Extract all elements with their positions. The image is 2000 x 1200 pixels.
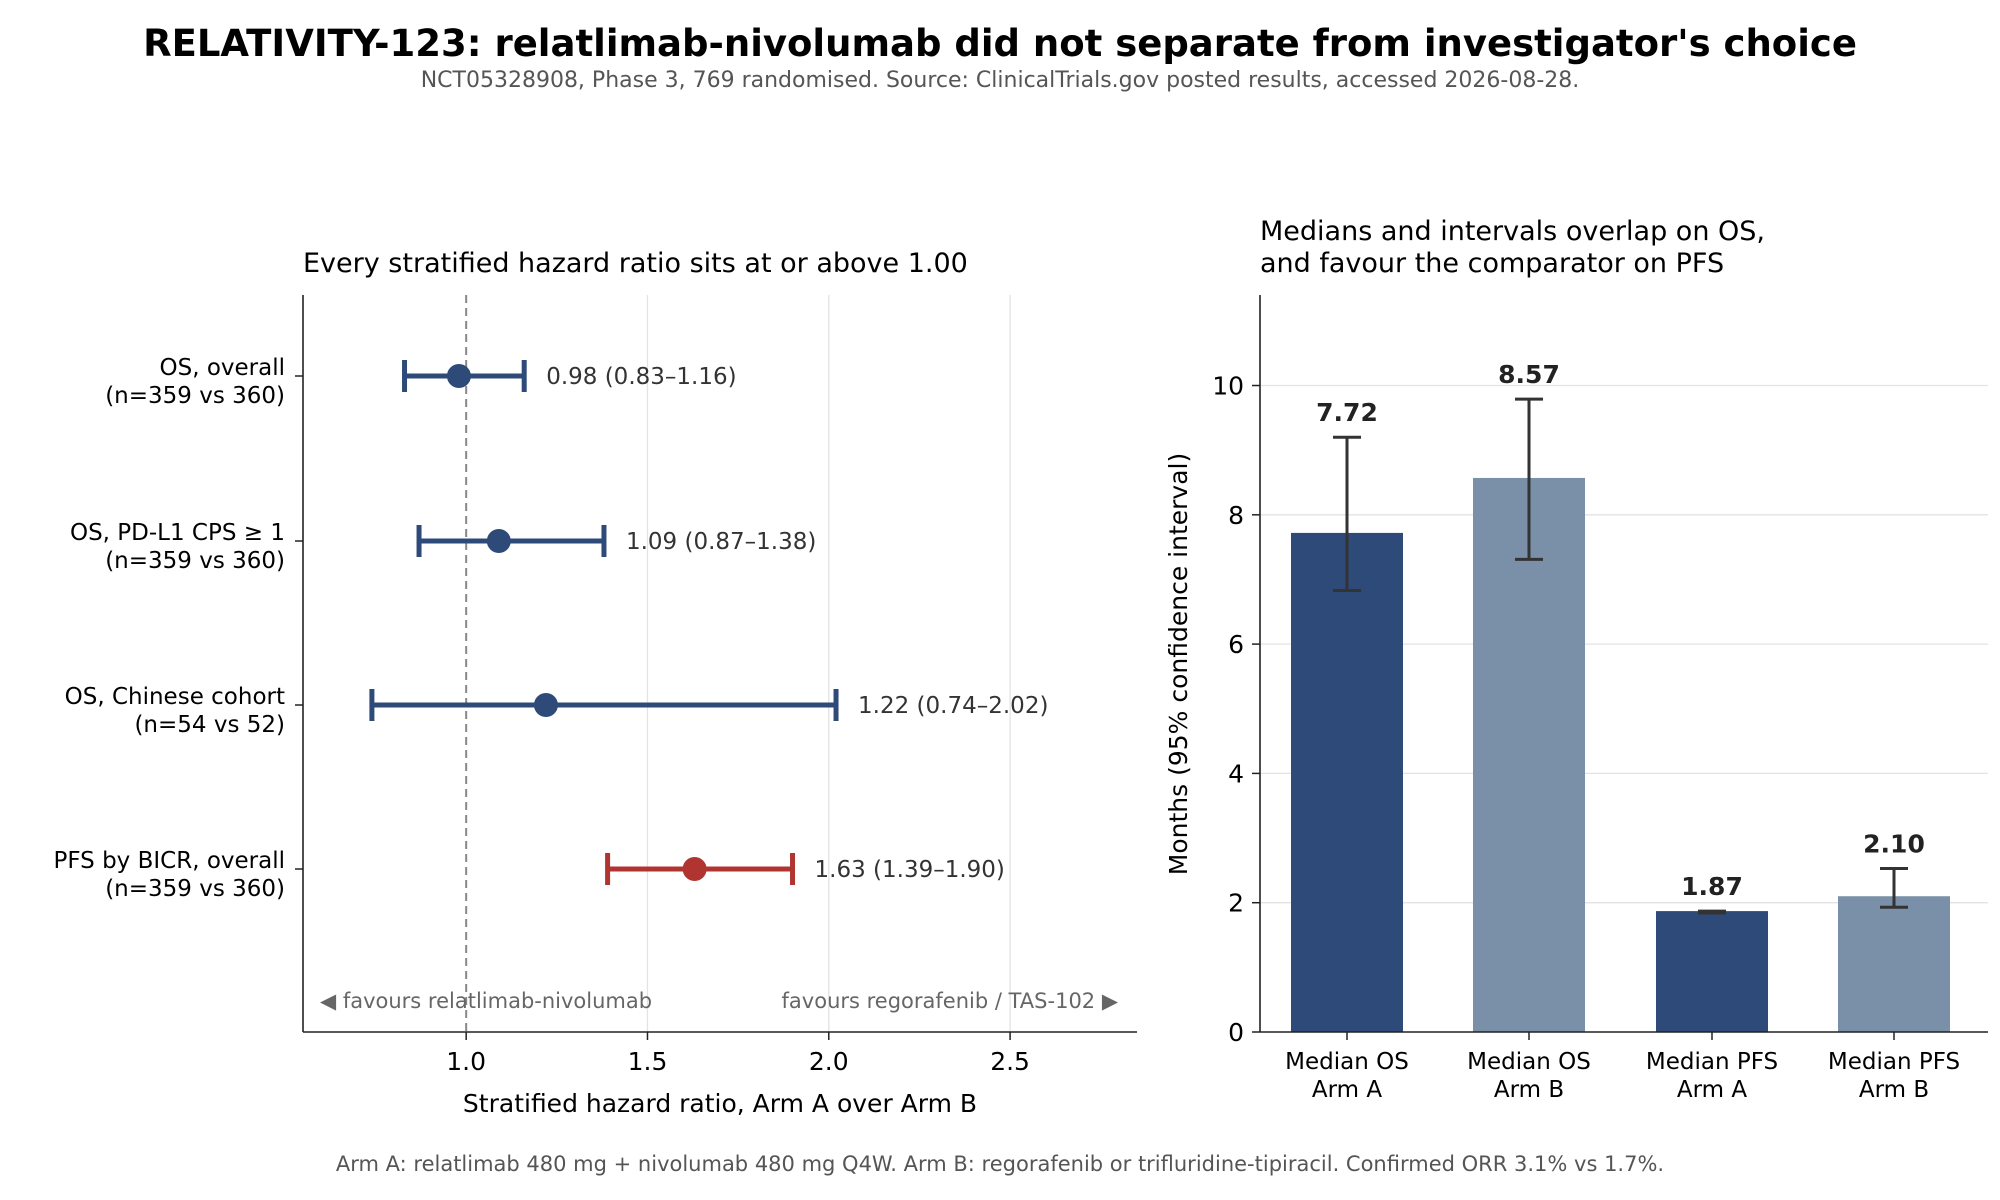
forest-row-label-line-2: (n=359 vs 360) bbox=[105, 876, 285, 902]
bar-category-label-line-2: Arm A bbox=[1312, 1077, 1383, 1103]
bar-series: 7.72 8.57 1.87 2.10 bbox=[1291, 360, 1950, 1032]
bar-value-label: 2.10 bbox=[1863, 829, 1925, 858]
forest-row-label-line-1: OS, overall bbox=[160, 355, 286, 381]
bar-y-axis-label: Months (95% confidence interval) bbox=[1164, 453, 1193, 875]
forest-point-marker bbox=[533, 693, 558, 717]
favours-right-annotation: favours regorafenib / TAS-102 ▶ bbox=[782, 989, 1119, 1013]
forest-row: 1.09 (0.87–1.38) OS, PD-L1 CPS ≥ 1(n=359 … bbox=[70, 520, 816, 574]
bar-category-label-line-2: Arm A bbox=[1677, 1077, 1748, 1103]
bar-category-label-line-1: Median OS bbox=[1285, 1049, 1409, 1075]
forest-x-tick-label: 2.5 bbox=[990, 1047, 1030, 1076]
bar-category-label-line-2: Arm B bbox=[1859, 1077, 1929, 1103]
bar-rect bbox=[1473, 477, 1585, 1032]
bar-title-line-1: Medians and intervals overlap on OS, bbox=[1260, 216, 1765, 247]
forest-gridlines bbox=[646, 295, 1011, 1032]
bar-category-label-line-1: Median OS bbox=[1467, 1049, 1591, 1075]
bar-y-tick-label: 4 bbox=[1228, 759, 1244, 788]
bar-group: 2.10 bbox=[1838, 829, 1950, 1032]
forest-hr-annotation: 1.22 (0.74–2.02) bbox=[858, 693, 1048, 719]
bar-group: 7.72 bbox=[1291, 398, 1403, 1032]
bar-category-label-line-1: Median PFS bbox=[1828, 1049, 1960, 1075]
bar-y-tick-label: 8 bbox=[1228, 501, 1244, 530]
forest-point-marker bbox=[486, 529, 511, 553]
bar-rect bbox=[1291, 532, 1403, 1032]
forest-row-label-line-1: PFS by BICR, overall bbox=[53, 848, 285, 874]
bar-y-tick-label: 2 bbox=[1228, 889, 1244, 918]
page-footer-note: Arm A: relatlimab 480 mg + nivolumab 480… bbox=[335, 1152, 1665, 1176]
forest-title: Every stratified hazard ratio sits at or… bbox=[303, 248, 968, 279]
page-title: RELATIVITY-123: relatlimab-nivolumab did… bbox=[143, 22, 1857, 65]
bar-category-label-line-1: Median PFS bbox=[1646, 1049, 1778, 1075]
forest-point-marker bbox=[682, 857, 707, 881]
bar-group: 8.57 bbox=[1473, 360, 1585, 1032]
forest-x-axis-label: Stratified hazard ratio, Arm A over Arm … bbox=[463, 1089, 977, 1118]
forest-hr-annotation: 1.09 (0.87–1.38) bbox=[626, 529, 816, 555]
forest-point-marker bbox=[446, 364, 471, 388]
favours-left-annotation: ◀ favours relatlimab-nivolumab bbox=[320, 989, 652, 1013]
bar-y-ticks: 0 2 4 6 8 10 bbox=[1212, 372, 1260, 1047]
bar-value-label: 8.57 bbox=[1498, 360, 1560, 389]
forest-row-label-line-2: (n=359 vs 360) bbox=[105, 548, 285, 574]
forest-x-tick-label: 2.0 bbox=[809, 1047, 849, 1076]
bar-value-label: 7.72 bbox=[1316, 398, 1378, 427]
bar-value-label: 1.87 bbox=[1681, 872, 1743, 901]
forest-row: 1.22 (0.74–2.02) OS, Chinese cohort(n=54 … bbox=[65, 684, 1049, 738]
bar-rect bbox=[1656, 911, 1768, 1032]
page-subtitle: NCT05328908, Phase 3, 769 randomised. So… bbox=[420, 68, 1580, 93]
forest-row: 0.98 (0.83–1.16) OS, overall(n=359 vs 360… bbox=[105, 355, 736, 409]
bar-y-tick-label: 10 bbox=[1212, 372, 1244, 401]
forest-row: 1.63 (1.39–1.90) PFS by BICR, overall(n=3… bbox=[53, 848, 1004, 902]
forest-hr-annotation: 1.63 (1.39–1.90) bbox=[815, 857, 1005, 883]
forest-rows: 0.98 (0.83–1.16)OS, overall(n=359 vs 360… bbox=[53, 355, 1048, 902]
bar-y-tick-label: 6 bbox=[1228, 630, 1244, 659]
forest-x-tick-label: 1.0 bbox=[446, 1047, 486, 1076]
bar-y-tick-label: 0 bbox=[1228, 1018, 1244, 1047]
bar-category-label-line-2: Arm B bbox=[1494, 1077, 1564, 1103]
forest-row-label-line-1: OS, PD-L1 CPS ≥ 1 bbox=[70, 520, 285, 546]
forest-hr-annotation: 0.98 (0.83–1.16) bbox=[546, 364, 736, 390]
forest-x-ticks: 1.0 1.5 2.0 2.5 bbox=[446, 1032, 1030, 1076]
forest-x-tick-label: 1.5 bbox=[628, 1047, 668, 1076]
forest-row-label-line-2: (n=54 vs 52) bbox=[134, 712, 285, 738]
bar-group: 1.87 bbox=[1656, 872, 1768, 1032]
forest-plot-panel: 0.98 (0.83–1.16)OS, overall(n=359 vs 360… bbox=[53, 248, 1137, 1118]
forest-row-label-line-2: (n=359 vs 360) bbox=[105, 383, 285, 409]
forest-row-label-line-1: OS, Chinese cohort bbox=[65, 684, 285, 710]
bar-rect bbox=[1838, 896, 1950, 1032]
bar-title-line-2: and favour the comparator on PFS bbox=[1260, 248, 1724, 279]
